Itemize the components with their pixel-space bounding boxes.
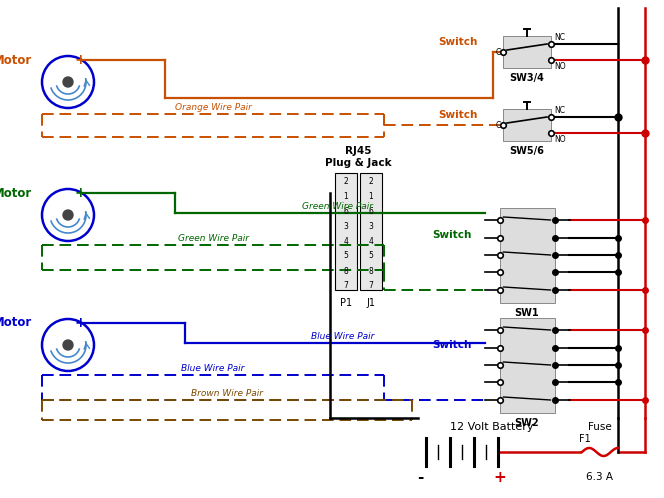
Text: C: C [496, 47, 501, 56]
Circle shape [63, 77, 73, 87]
Text: NC: NC [554, 33, 565, 42]
Text: P1: P1 [340, 298, 352, 308]
Text: Fuse: Fuse [588, 422, 612, 432]
Text: SW5/6: SW5/6 [509, 146, 544, 156]
Text: 3: 3 [369, 222, 373, 231]
Text: 5: 5 [343, 251, 349, 260]
Text: Motor: Motor [0, 317, 32, 330]
Text: 3: 3 [343, 222, 349, 231]
Text: 1: 1 [344, 192, 349, 201]
Bar [499, 318, 554, 412]
Text: C: C [496, 121, 501, 129]
Text: +: + [74, 53, 86, 67]
Text: 2: 2 [344, 176, 349, 185]
Circle shape [63, 340, 73, 350]
Text: Blue Wire Pair: Blue Wire Pair [311, 332, 374, 341]
Text: Switch: Switch [439, 37, 478, 47]
Text: 2: 2 [369, 176, 373, 185]
Text: Motor: Motor [0, 186, 32, 200]
Circle shape [63, 210, 73, 220]
Text: Orange Wire Pair: Orange Wire Pair [175, 103, 252, 112]
Text: Switch: Switch [432, 230, 471, 240]
Text: NC: NC [554, 106, 565, 115]
Text: 6: 6 [343, 207, 349, 216]
Text: Brown Wire Pair: Brown Wire Pair [191, 389, 263, 398]
Text: 8: 8 [344, 266, 349, 275]
Text: +: + [493, 470, 507, 485]
Text: +: + [74, 186, 86, 200]
Text: SW3/4: SW3/4 [509, 73, 544, 83]
Text: 1: 1 [369, 192, 373, 201]
Text: 6: 6 [369, 207, 373, 216]
Bar [499, 208, 554, 302]
Text: 4: 4 [369, 237, 373, 246]
Text: Switch: Switch [432, 340, 471, 350]
Bar [360, 173, 382, 290]
Text: F1: F1 [579, 434, 591, 444]
Text: RJ45
Plug & Jack: RJ45 Plug & Jack [325, 146, 392, 168]
Text: SW2: SW2 [515, 417, 539, 427]
Text: Green Wire Pair: Green Wire Pair [302, 202, 373, 211]
Text: SW1: SW1 [515, 307, 539, 318]
Text: 5: 5 [369, 251, 373, 260]
Text: Motor: Motor [0, 53, 32, 67]
Text: 4: 4 [343, 237, 349, 246]
Text: 12 Volt Battery: 12 Volt Battery [450, 422, 534, 432]
Text: Green Wire Pair: Green Wire Pair [177, 234, 248, 243]
Text: Blue Wire Pair: Blue Wire Pair [181, 364, 245, 373]
Text: NO: NO [554, 135, 566, 144]
Text: 8: 8 [369, 266, 373, 275]
Text: -: - [417, 470, 423, 485]
Text: NO: NO [554, 62, 566, 71]
Text: J1: J1 [367, 298, 376, 308]
Text: 6.3 A: 6.3 A [586, 472, 614, 482]
Text: +: + [74, 316, 86, 330]
Text: 7: 7 [343, 281, 349, 290]
Bar [503, 109, 551, 141]
Bar [335, 173, 357, 290]
Text: 7: 7 [369, 281, 373, 290]
Text: Switch: Switch [439, 110, 478, 120]
Bar [503, 36, 551, 68]
